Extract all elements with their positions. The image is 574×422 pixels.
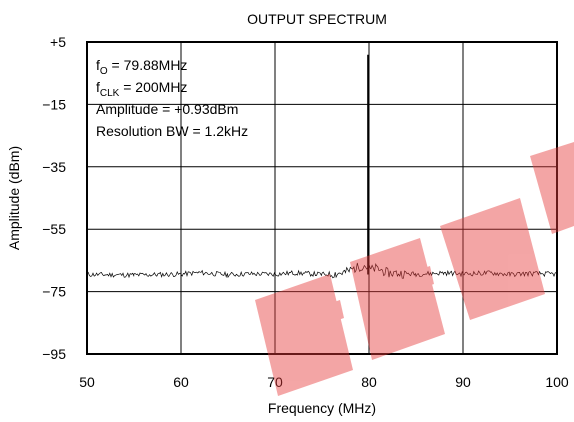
annotation-line: fCLK = 200MHz (96, 79, 187, 99)
y-tick-label: −95 (42, 346, 66, 362)
x-tick-label: 100 (545, 374, 569, 390)
annotation-line: Amplitude = +0.93dBm (96, 101, 238, 117)
x-axis-label: Frequency (MHz) (268, 400, 376, 416)
annotation-line: fO = 79.88MHz (96, 57, 187, 77)
x-tick-label: 70 (267, 374, 283, 390)
x-tick-label: 60 (173, 374, 189, 390)
noise-floor-trace (86, 262, 558, 279)
y-tick-label: −75 (42, 284, 66, 300)
y-axis-tick-labels: +5 −15 −35 −55 −75 −95 (42, 34, 66, 362)
x-tick-label: 80 (361, 374, 377, 390)
spectrum-trace (86, 54, 558, 279)
chart-title: OUTPUT SPECTRUM (247, 11, 387, 27)
y-axis-label: Amplitude (dBm) (6, 146, 22, 250)
y-tick-label: −55 (42, 221, 66, 237)
plot-frame (86, 41, 558, 355)
x-tick-label: 50 (79, 374, 95, 390)
x-tick-label: 90 (455, 374, 471, 390)
grid-lines (87, 42, 557, 354)
y-tick-label: −15 (42, 96, 66, 112)
x-axis-tick-labels: 50 60 70 80 90 100 (79, 374, 569, 390)
y-tick-label: −35 (42, 159, 66, 175)
y-tick-label: +5 (50, 34, 66, 50)
eepw-watermark (255, 142, 574, 396)
annotation-line: Resolution BW = 1.2kHz (96, 123, 248, 139)
